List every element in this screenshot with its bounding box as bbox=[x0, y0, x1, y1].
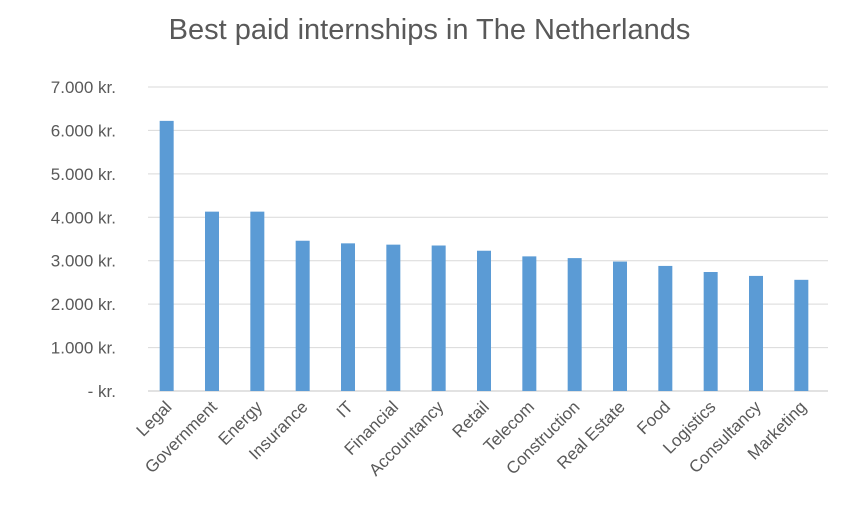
y-tick-label: 2.000 kr. bbox=[51, 295, 116, 314]
bar-logistics bbox=[703, 272, 718, 391]
bars bbox=[159, 120, 809, 392]
bar-it bbox=[341, 243, 355, 391]
bar-government bbox=[205, 211, 219, 391]
x-tick-label: Legal bbox=[133, 397, 176, 440]
bar-marketing bbox=[794, 279, 809, 391]
bar-food bbox=[658, 265, 673, 391]
bar-telecom bbox=[522, 256, 537, 391]
y-tick-label: 6.000 kr. bbox=[51, 121, 116, 140]
x-tick-label: IT bbox=[333, 397, 357, 421]
bar-retail bbox=[477, 250, 491, 391]
y-tick-label: 1.000 kr. bbox=[51, 339, 116, 358]
bar-construction bbox=[567, 258, 582, 391]
bar-real-estate bbox=[613, 261, 627, 391]
y-tick-label: 3.000 kr. bbox=[51, 252, 116, 271]
bar-financial bbox=[386, 244, 401, 391]
y-tick-label: - kr. bbox=[88, 382, 116, 401]
y-axis-ticks: - kr. 1.000 kr. 2.000 kr. 3.000 kr. 4.000 kr… bbox=[51, 78, 116, 401]
y-tick-label: 4.000 kr. bbox=[51, 208, 116, 227]
y-tick-label: 7.000 kr. bbox=[51, 78, 116, 97]
y-tick-label: 5.000 kr. bbox=[51, 165, 116, 184]
bar-energy bbox=[250, 211, 265, 391]
x-tick-label: Food bbox=[633, 397, 674, 438]
bar-legal bbox=[159, 120, 174, 392]
bar-consultancy bbox=[749, 275, 763, 391]
bar-accountancy bbox=[431, 245, 446, 391]
bar-insurance bbox=[295, 240, 310, 391]
chart-title: Best paid internships in The Netherlands bbox=[168, 14, 691, 46]
